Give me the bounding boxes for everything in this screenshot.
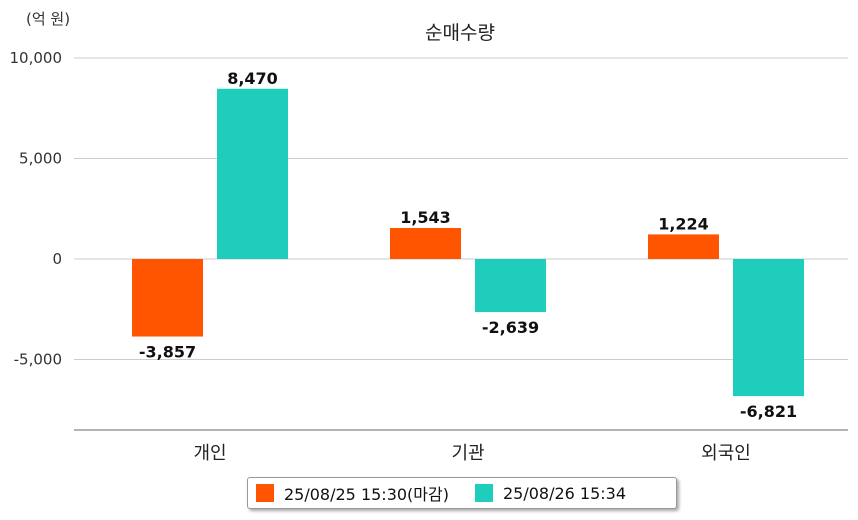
y-tick-label: -5,000	[14, 351, 62, 369]
bar-외국인-series-1[interactable]	[648, 234, 719, 259]
chart-title: 순매수량	[425, 22, 495, 44]
x-tick-label: 기관	[451, 443, 484, 464]
x-tick-label: 개인	[193, 443, 226, 464]
data-label: 8,470	[227, 69, 278, 88]
legend-label-series-2: 25/08/26 15:34	[502, 483, 627, 503]
bar-개인-series-1[interactable]	[132, 259, 203, 337]
bar-기관-series-1[interactable]	[390, 227, 461, 259]
data-label: 1,543	[400, 208, 451, 227]
y-tick-label: 10,000	[10, 49, 63, 67]
legend-swatch-series-2	[474, 484, 493, 502]
x-tick-label: 외국인	[701, 443, 751, 464]
bar-기관-series-2[interactable]	[475, 259, 546, 313]
legend-label-series-1: 25/08/25 15:30(마감)	[284, 485, 449, 504]
legend-swatch-series-1	[256, 484, 274, 502]
y-tick-label: 0	[52, 250, 62, 268]
bar-chart: 10,000 5,000 0 -5,000 -3,857 8,470 개인 1,543 -2,6…	[10, 49, 848, 464]
bar-외국인-series-2[interactable]	[733, 259, 804, 397]
data-label: 1,224	[658, 214, 709, 233]
legend-item-series-2[interactable]: 25/08/26 15:34	[474, 483, 627, 503]
chart-legend: 25/08/25 15:30(마감) 25/08/26 15:34	[247, 477, 677, 509]
bar-개인-series-2[interactable]	[217, 88, 288, 260]
y-tick-label: 5,000	[19, 150, 62, 168]
unit-label: (억 원)	[26, 10, 71, 28]
data-label: -2,639	[482, 318, 539, 337]
data-label: -3,857	[139, 343, 196, 362]
legend-item-series-1[interactable]: 25/08/25 15:30(마감)	[256, 481, 449, 505]
data-label: -6,821	[740, 402, 797, 421]
